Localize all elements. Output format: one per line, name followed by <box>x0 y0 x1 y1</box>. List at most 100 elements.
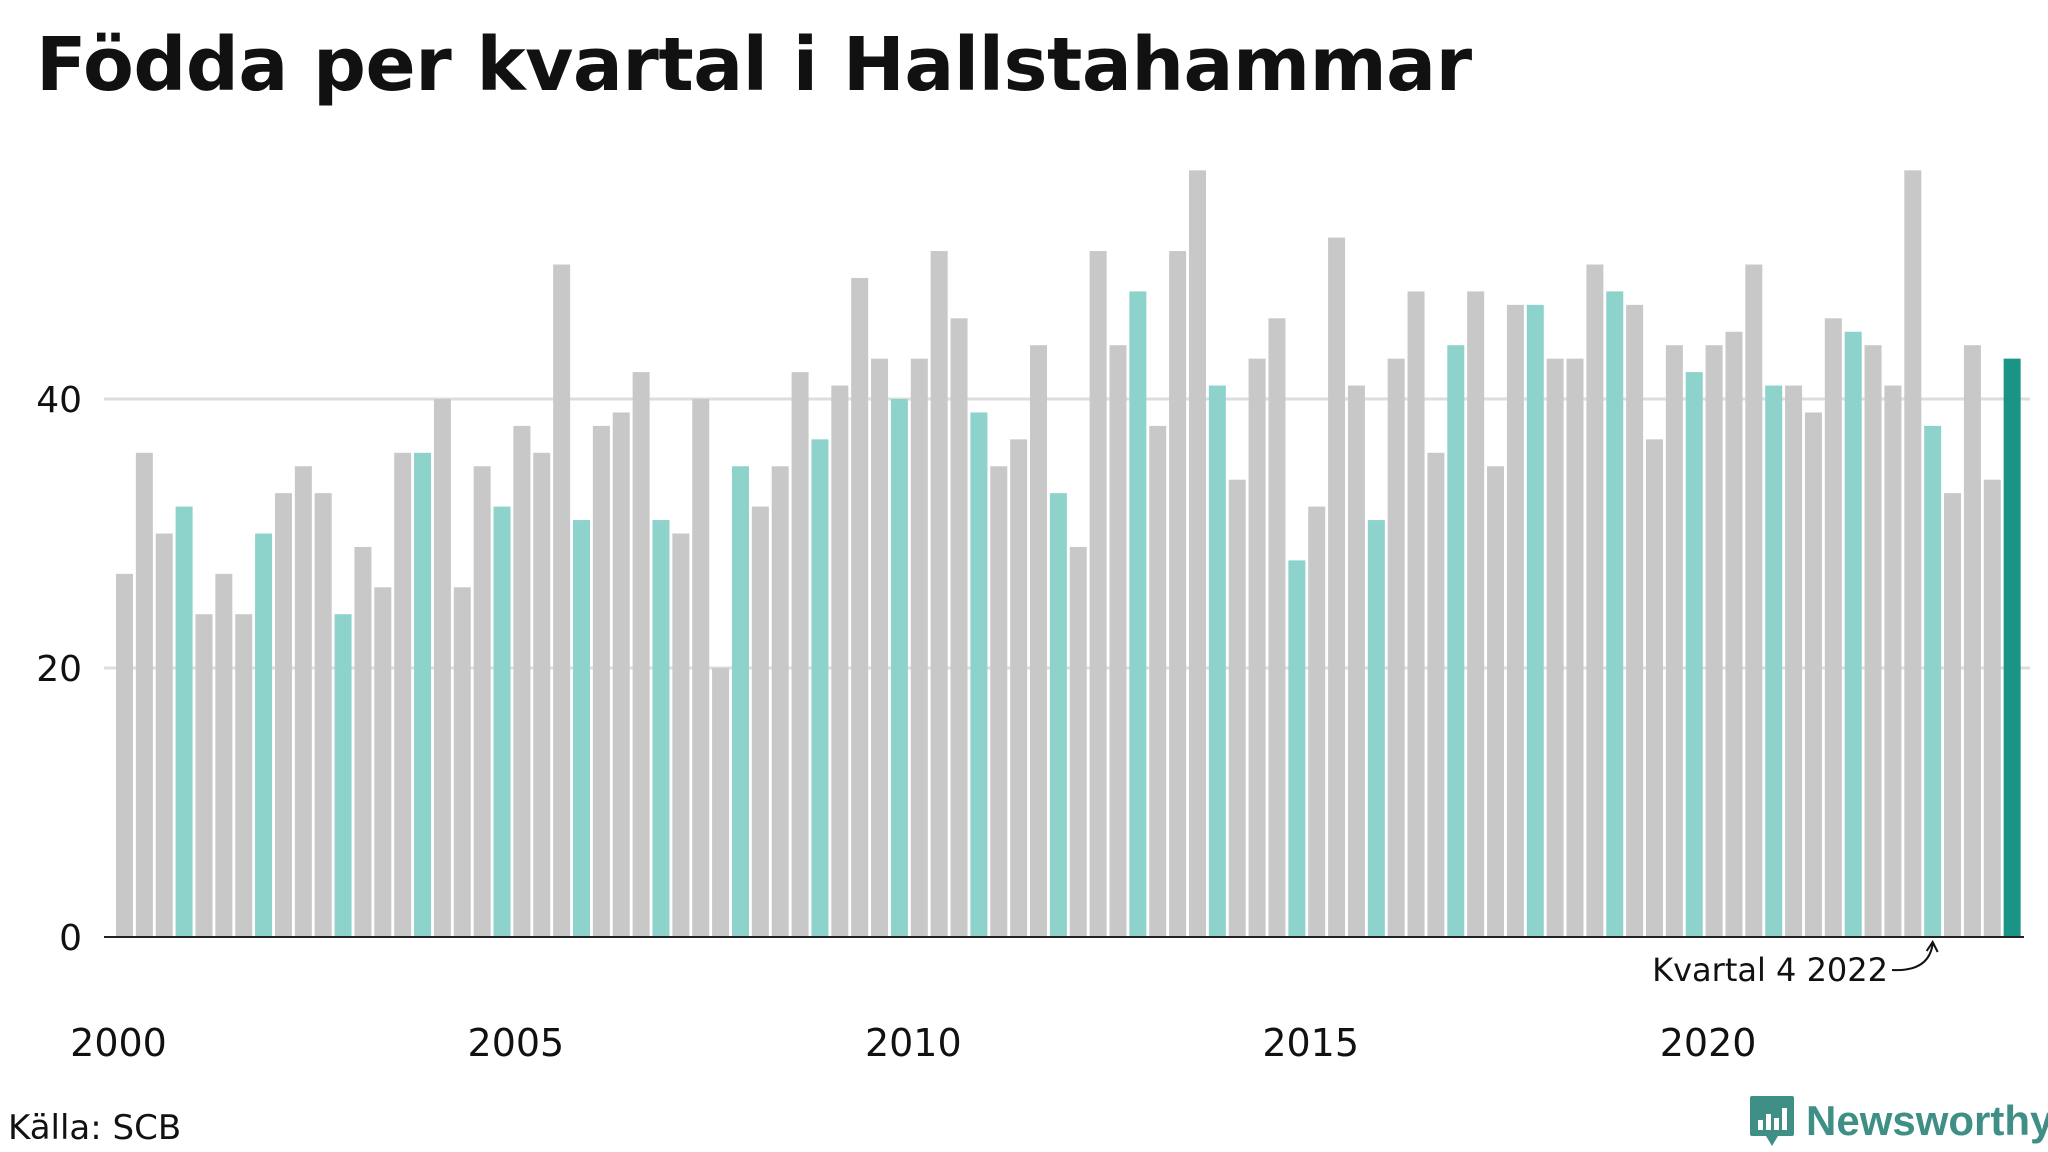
annotation-label: Kvartal 4 2022 <box>1652 951 1888 989</box>
logo-text: Newsworthy <box>1806 1097 2048 1144</box>
x-tick-label: 2020 <box>1660 1021 1757 1065</box>
bar <box>990 466 1008 937</box>
bar <box>1725 331 1743 937</box>
newsworthy-chart-icon <box>1750 1096 1794 1146</box>
bar <box>1328 237 1346 938</box>
x-tick-label: 2000 <box>70 1021 167 1065</box>
bar <box>195 614 213 937</box>
bar <box>1487 466 1505 937</box>
bar <box>1864 345 1882 937</box>
bar <box>1109 345 1127 937</box>
bar <box>1089 251 1107 938</box>
bar <box>294 466 312 937</box>
bar <box>1387 358 1405 937</box>
bar <box>1288 560 1306 937</box>
bar <box>1645 439 1663 937</box>
bar <box>811 439 829 937</box>
bar <box>274 493 292 937</box>
y-tick-label: 40 <box>36 380 82 421</box>
bar <box>1765 385 1783 937</box>
annotation-arrow <box>1891 943 1934 972</box>
bar <box>215 573 233 937</box>
bar <box>1546 358 1564 937</box>
bar <box>1626 304 1644 938</box>
bar <box>2003 358 2021 937</box>
bar <box>433 399 451 937</box>
annotation-arrowhead <box>1925 940 1939 953</box>
bar <box>314 493 332 937</box>
bar <box>1427 452 1445 937</box>
bar <box>592 425 610 937</box>
bar <box>692 399 710 937</box>
bar <box>1228 479 1246 937</box>
x-axis-ticks: 2000 2005 2010 2015 2020 <box>70 1021 1756 1065</box>
bar <box>1924 425 1942 937</box>
bar <box>1606 291 1624 937</box>
y-axis-ticks: 0 20 40 <box>36 380 82 959</box>
bar <box>751 506 769 937</box>
bar <box>791 372 809 938</box>
chart-title: Födda per kvartal i Hallstahammar <box>36 22 1472 108</box>
bar <box>135 452 153 937</box>
bar <box>453 587 471 937</box>
bar <box>1347 385 1365 937</box>
bars <box>116 170 2021 938</box>
bar <box>1069 546 1087 937</box>
bar <box>255 533 273 937</box>
bar <box>1129 291 1147 937</box>
bar <box>1983 479 2001 937</box>
x-tick-label: 2015 <box>1262 1021 1359 1065</box>
bar <box>1407 291 1425 937</box>
bar <box>1665 345 1683 937</box>
bar <box>950 318 968 937</box>
annotation: Kvartal 4 2022 <box>1652 940 1939 989</box>
bar <box>1586 264 1604 937</box>
bar <box>1506 304 1524 938</box>
bar <box>493 506 511 937</box>
bar <box>394 452 412 937</box>
bar <box>1169 251 1187 938</box>
y-tick-label: 0 <box>59 918 82 959</box>
bar <box>612 412 630 937</box>
bar <box>1745 264 1763 937</box>
bar <box>1785 385 1803 937</box>
bar <box>414 452 432 937</box>
bar <box>1208 385 1226 937</box>
bar <box>831 385 849 937</box>
bar <box>1824 318 1842 937</box>
bar <box>1030 345 1048 937</box>
bar <box>155 533 173 937</box>
bar <box>553 264 571 937</box>
bar <box>533 452 551 937</box>
bar <box>1010 439 1028 937</box>
bar <box>910 358 928 937</box>
bar <box>573 520 591 937</box>
bar <box>871 358 889 937</box>
bar <box>1447 345 1465 937</box>
bar <box>1963 345 1981 937</box>
bar <box>1884 385 1902 937</box>
x-tick-label: 2005 <box>468 1021 565 1065</box>
bar <box>116 573 133 937</box>
bar <box>1367 520 1385 937</box>
bar <box>1526 304 1544 938</box>
bar <box>354 546 372 937</box>
source-note: Källa: SCB <box>8 1108 182 1148</box>
bar <box>235 614 253 937</box>
bar <box>334 614 352 937</box>
bar <box>1149 425 1167 937</box>
bar <box>473 466 491 937</box>
bar <box>851 277 869 937</box>
bar <box>771 466 789 937</box>
bar <box>1804 412 1822 937</box>
bar <box>374 587 392 937</box>
bar <box>1268 318 1286 937</box>
bar <box>712 668 730 937</box>
bar <box>513 425 531 937</box>
bar <box>1944 493 1962 937</box>
bar <box>731 466 749 937</box>
bar <box>175 506 193 937</box>
bar <box>632 372 650 938</box>
bar <box>1705 345 1723 937</box>
newsworthy-logo: Newsworthy <box>1748 1094 2048 1148</box>
